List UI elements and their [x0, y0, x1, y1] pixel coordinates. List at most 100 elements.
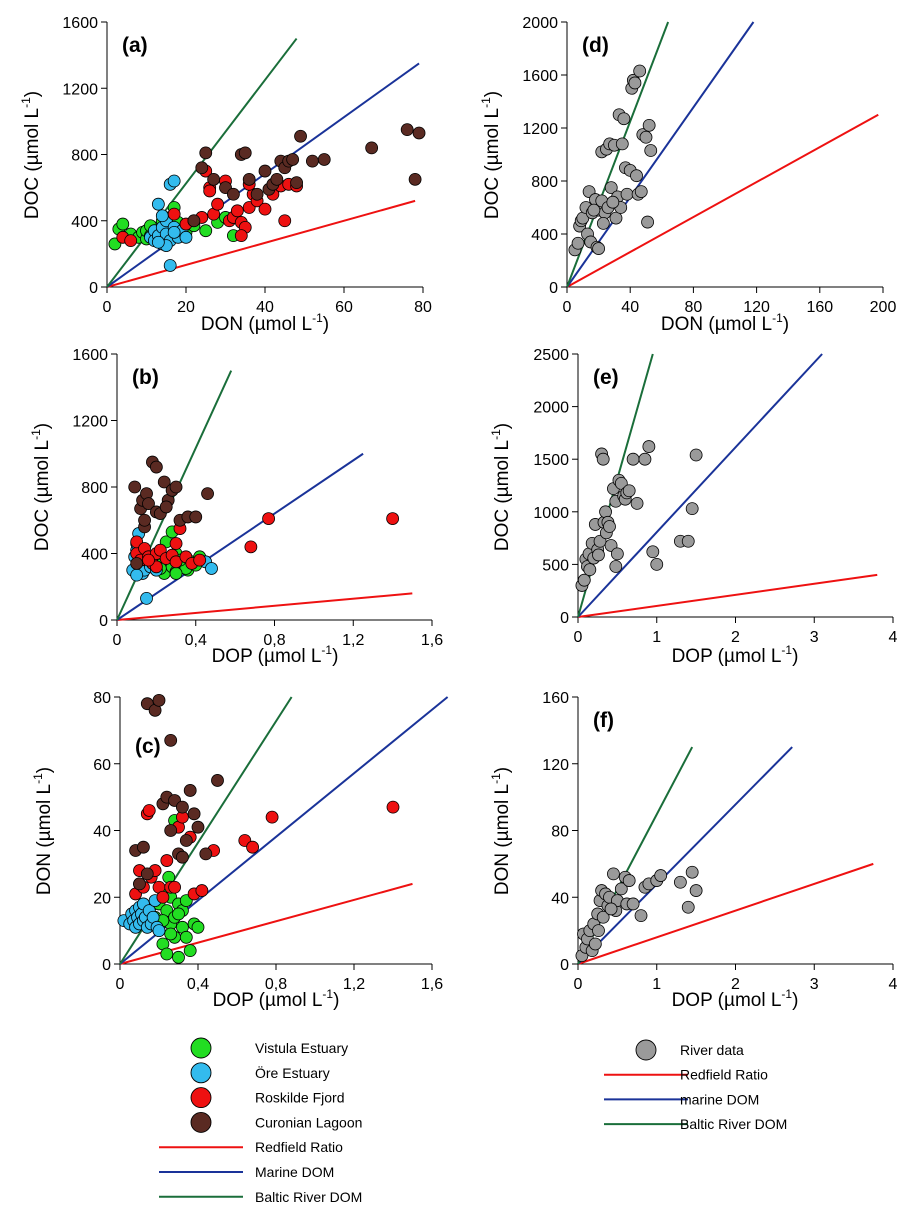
- data-point: [592, 548, 605, 562]
- data-point: [151, 235, 165, 249]
- legend-label: Curonian Lagoon: [255, 1114, 362, 1130]
- legend-item: Öre Estuary: [190, 1062, 330, 1084]
- data-point: [167, 207, 181, 221]
- legend-right: River data Redfield Ratio marine DOM Baltic…: [604, 1039, 787, 1132]
- data-point: [408, 172, 422, 186]
- data-point: [596, 452, 610, 466]
- data-point: [199, 146, 213, 160]
- data-series: [575, 440, 703, 592]
- x-tick-label: 0,8: [265, 976, 287, 993]
- data-point: [596, 216, 610, 230]
- legend-item: Vistula Estuary: [190, 1037, 348, 1059]
- data-point: [386, 800, 400, 814]
- y-tick-label: 1600: [522, 68, 558, 85]
- data-point: [172, 950, 185, 964]
- y-tick-label: 160: [542, 690, 569, 707]
- x-axis-label-main: DOP (µmol L: [212, 646, 322, 667]
- y-tick-label: 1200: [62, 81, 98, 98]
- data-point: [610, 547, 624, 561]
- data-point: [164, 733, 178, 747]
- data-point: [195, 884, 209, 897]
- data-point: [128, 480, 142, 494]
- data-point: [199, 847, 213, 861]
- data-point: [294, 129, 307, 143]
- data-point: [157, 475, 171, 489]
- data-series: [187, 123, 426, 228]
- y-axis-label-sup: -1: [29, 429, 43, 440]
- x-axis-label-sup: -1: [312, 311, 323, 325]
- x-axis-label-sup: -1: [321, 643, 332, 657]
- data-point: [164, 824, 178, 837]
- x-tick-label: 1: [652, 976, 661, 993]
- data-point: [400, 123, 414, 137]
- ratio-line: [116, 592, 413, 621]
- data-point: [142, 804, 156, 817]
- data-point: [606, 195, 620, 209]
- legend-item: Marine DOM: [159, 1164, 334, 1180]
- data-point: [604, 181, 618, 195]
- y-axis-label-end: ): [492, 423, 513, 429]
- data-point: [234, 229, 248, 243]
- data-point: [571, 236, 585, 250]
- data-point: [169, 480, 183, 494]
- y-tick-label: 2500: [533, 347, 569, 364]
- data-series: [144, 174, 193, 272]
- legend-label: Roskilde Fjord: [255, 1090, 344, 1106]
- data-point: [630, 169, 643, 183]
- data-series: [128, 455, 214, 570]
- data-point: [133, 877, 146, 891]
- x-tick-label: 3: [810, 976, 819, 993]
- data-point: [179, 930, 193, 944]
- data-point: [617, 112, 631, 126]
- data-point: [168, 880, 182, 894]
- data-point: [614, 476, 628, 490]
- data-point: [187, 807, 201, 821]
- x-tick-label: 0: [113, 632, 122, 649]
- ratio-line: [577, 573, 878, 618]
- data-point: [681, 900, 695, 914]
- data-point: [226, 187, 240, 201]
- legend-item: Baltic River DOM: [604, 1116, 787, 1132]
- y-axis-label-sup: -1: [479, 97, 493, 108]
- data-series: [129, 693, 224, 891]
- x-tick-label: 1,2: [342, 632, 364, 649]
- data-point: [609, 211, 623, 225]
- data-point: [642, 118, 656, 132]
- x-tick-label: 200: [870, 299, 897, 316]
- y-tick-label: 0: [102, 957, 111, 974]
- data-point: [290, 176, 304, 190]
- data-point: [615, 137, 629, 151]
- data-point: [191, 920, 205, 934]
- x-axis-label-end: ): [323, 314, 329, 335]
- y-tick-label: 60: [93, 757, 111, 774]
- x-axis-label: DOP (µmol L-1): [672, 987, 799, 1011]
- x-tick-label: 0,8: [263, 632, 285, 649]
- data-point: [673, 875, 687, 889]
- data-point: [286, 153, 300, 166]
- data-point: [151, 197, 165, 211]
- legend-item: marine DOM: [604, 1091, 759, 1107]
- data-point: [244, 540, 258, 554]
- legend-item: Baltic River DOM: [159, 1189, 362, 1205]
- y-axis-label-main: DOC (µmol L: [482, 108, 503, 219]
- ratio-line: [577, 862, 874, 965]
- y-tick-label: 800: [531, 174, 558, 191]
- y-tick-label: 1000: [533, 505, 569, 522]
- data-point: [156, 890, 170, 904]
- x-axis-label-end: ): [332, 646, 338, 667]
- y-axis-label: DOC (µmol L-1): [19, 91, 43, 219]
- y-axis-label-main: DON (µmol L: [492, 784, 513, 895]
- y-tick-label: 0: [549, 280, 558, 297]
- data-series: [148, 814, 205, 964]
- data-point: [587, 203, 601, 217]
- legend-item: Redfield Ratio: [159, 1139, 343, 1155]
- data-point: [270, 172, 284, 186]
- y-tick-label: 0: [89, 280, 98, 297]
- data-point: [592, 242, 605, 255]
- x-axis-label-main: DOP (µmol L: [213, 990, 323, 1011]
- data-point: [187, 214, 201, 228]
- data-point: [626, 897, 640, 911]
